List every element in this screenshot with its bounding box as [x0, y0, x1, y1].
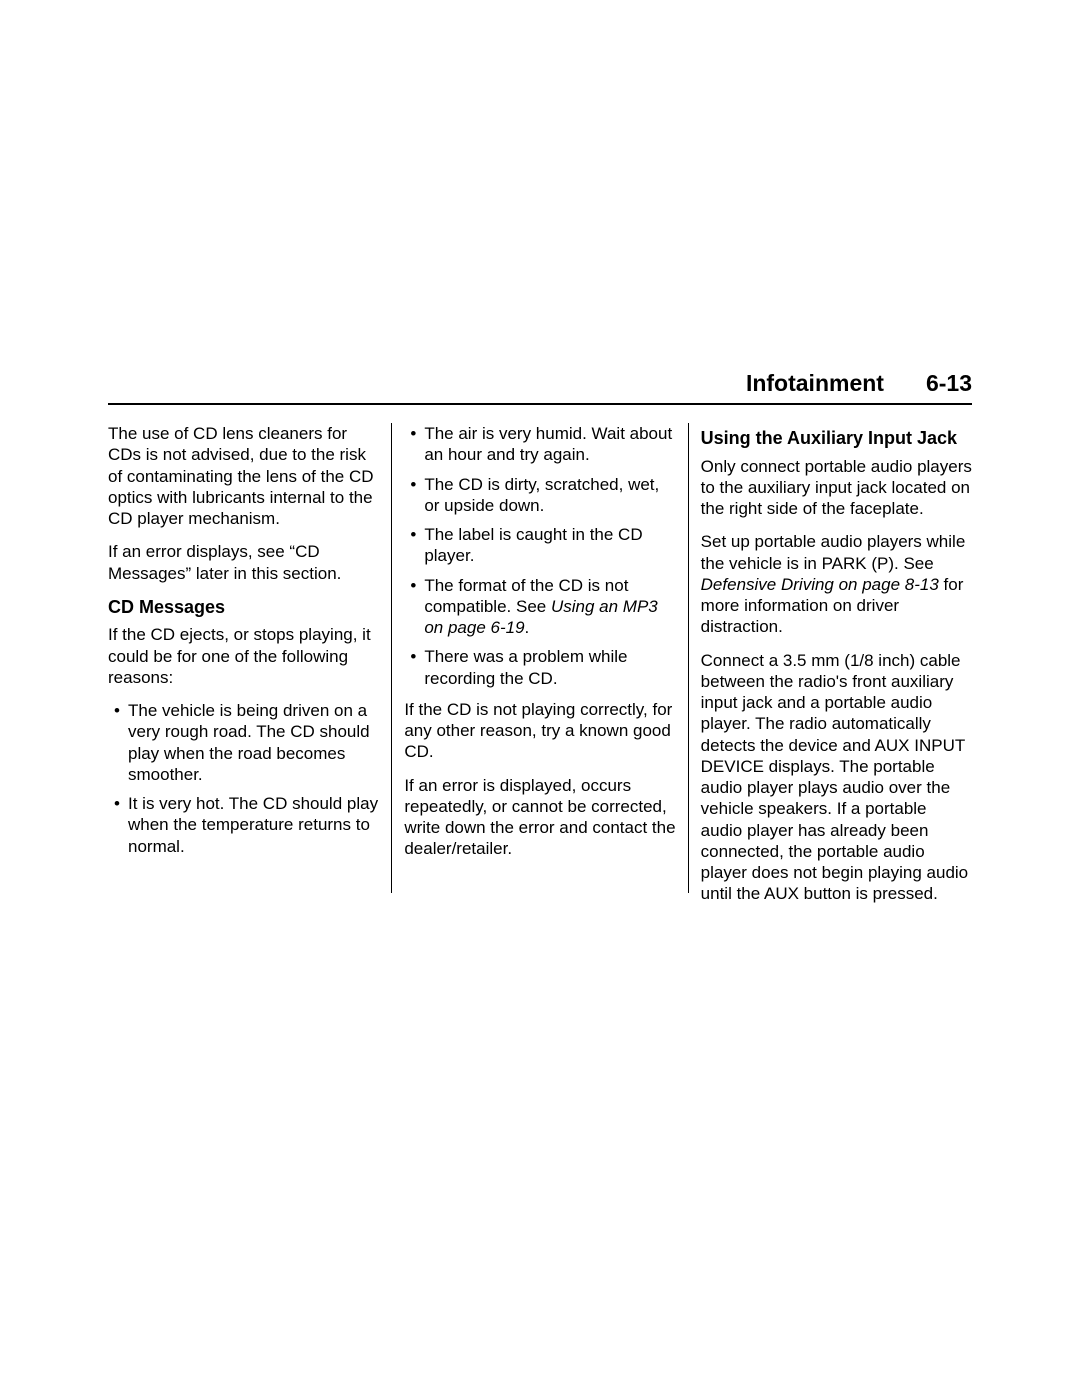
paragraph: Only connect portable audio players to t… [701, 456, 972, 520]
column-2: The air is very humid. Wait about an hou… [392, 423, 688, 893]
content-columns: The use of CD lens cleaners for CDs is n… [108, 423, 972, 893]
paragraph: If the CD is not playing correctly, for … [404, 699, 675, 763]
paragraph: The use of CD lens cleaners for CDs is n… [108, 423, 379, 529]
column-3: Using the Auxiliary Input Jack Only conn… [689, 423, 972, 893]
bullet-list: The vehicle is being driven on a very ro… [108, 700, 379, 857]
list-item: The label is caught in the CD player. [404, 524, 675, 567]
reference-link: Defensive Driving on page 8-13 [701, 575, 939, 594]
page-number: 6-13 [926, 370, 972, 397]
paragraph: Set up portable audio players while the … [701, 531, 972, 637]
subheading-aux-jack: Using the Auxiliary Input Jack [701, 427, 972, 450]
paragraph: Connect a 3.5 mm (1/8 inch) cable betwee… [701, 650, 972, 905]
section-title: Infotainment [746, 370, 884, 397]
document-page: Infotainment 6-13 The use of CD lens cle… [0, 0, 1080, 953]
list-item: The air is very humid. Wait about an hou… [404, 423, 675, 466]
list-text: . [525, 618, 530, 637]
paragraph: If an error is displayed, occurs repeate… [404, 775, 675, 860]
list-item: There was a problem while recording the … [404, 646, 675, 689]
list-item: The format of the CD is not compatible. … [404, 575, 675, 639]
list-item: It is very hot. The CD should play when … [108, 793, 379, 857]
page-header: Infotainment 6-13 [108, 370, 972, 405]
list-item: The CD is dirty, scratched, wet, or upsi… [404, 474, 675, 517]
paragraph: If an error displays, see “CD Messages” … [108, 541, 379, 584]
paragraph-text: Set up portable audio players while the … [701, 532, 966, 572]
column-1: The use of CD lens cleaners for CDs is n… [108, 423, 392, 893]
paragraph: If the CD ejects, or stops playing, it c… [108, 624, 379, 688]
bullet-list: The air is very humid. Wait about an hou… [404, 423, 675, 689]
list-item: The vehicle is being driven on a very ro… [108, 700, 379, 785]
subheading-cd-messages: CD Messages [108, 596, 379, 619]
